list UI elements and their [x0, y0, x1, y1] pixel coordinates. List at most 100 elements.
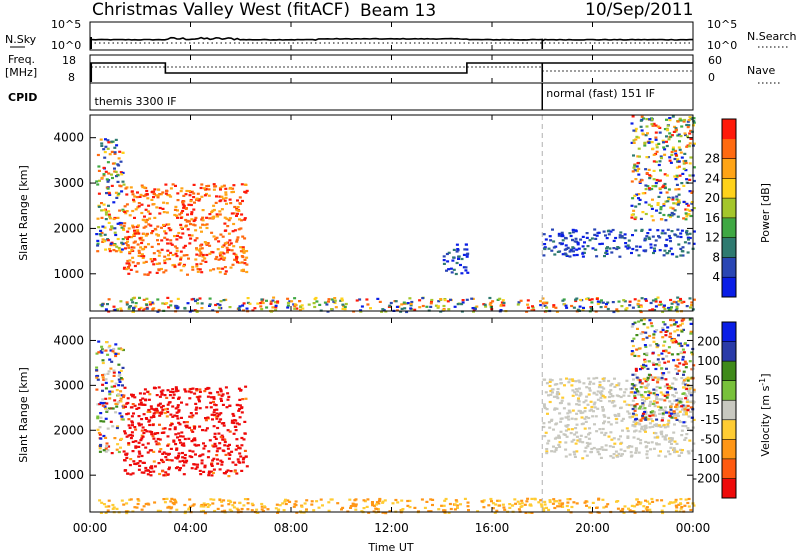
data-cell	[191, 504, 195, 507]
data-cell	[642, 366, 646, 369]
data-cell	[670, 353, 674, 356]
data-cell	[206, 503, 210, 506]
data-cell	[125, 413, 129, 416]
data-cell	[519, 299, 523, 302]
data-cell	[491, 502, 495, 505]
data-cell	[294, 304, 298, 307]
data-cell	[199, 505, 203, 508]
data-cell	[375, 507, 379, 511]
data-cell	[224, 386, 228, 389]
data-cell	[157, 262, 161, 265]
data-cell	[235, 438, 239, 441]
data-cell	[142, 247, 146, 251]
data-cell	[286, 304, 290, 307]
data-cell	[572, 438, 576, 441]
data-cell	[102, 434, 106, 438]
data-cell	[635, 414, 638, 417]
data-cell	[501, 503, 505, 506]
data-cell	[152, 263, 156, 266]
data-cell	[123, 210, 127, 213]
data-cell	[654, 160, 658, 163]
data-cell	[447, 268, 451, 271]
data-cell	[185, 189, 189, 193]
data-cell	[655, 395, 659, 398]
data-cell	[190, 416, 194, 419]
data-cell	[115, 507, 119, 510]
data-cell	[638, 198, 642, 201]
data-cell	[207, 472, 211, 475]
data-cell	[462, 266, 466, 269]
data-cell	[106, 180, 110, 183]
data-cell	[669, 408, 673, 411]
data-cell	[662, 146, 666, 149]
data-cell	[132, 246, 136, 249]
data-cell	[545, 302, 548, 305]
data-cell	[578, 305, 582, 308]
data-cell	[673, 440, 677, 443]
data-cell	[502, 506, 506, 509]
data-cell	[211, 251, 215, 254]
data-cell	[666, 124, 670, 127]
data-cell	[446, 260, 450, 263]
data-cell	[144, 194, 148, 197]
data-cell	[174, 467, 178, 470]
data-cell	[648, 138, 652, 141]
data-cell	[641, 338, 645, 341]
data-cell	[680, 301, 684, 304]
data-cell	[201, 216, 205, 219]
data-cell	[193, 437, 197, 440]
data-cell	[145, 189, 149, 193]
data-cell	[650, 497, 654, 501]
data-cell	[99, 416, 103, 419]
data-cell	[221, 245, 225, 248]
data-cell	[637, 299, 641, 302]
data-cell	[609, 455, 613, 458]
data-cell	[446, 300, 450, 303]
data-cell	[215, 255, 219, 259]
colorbar-tick-label: 200	[697, 335, 720, 349]
data-cell	[210, 463, 213, 466]
data-cell	[682, 413, 686, 416]
data-cell	[95, 369, 99, 372]
data-cell	[667, 502, 671, 505]
data-cell	[684, 404, 688, 407]
data-cell	[670, 442, 673, 445]
data-cell	[616, 507, 620, 510]
data-cell	[692, 120, 696, 123]
colorbar-tick-label: 100	[697, 354, 720, 368]
data-cell	[656, 296, 660, 299]
data-cell	[202, 505, 206, 508]
data-cell	[152, 450, 156, 453]
data-cell	[199, 186, 203, 190]
data-cell	[152, 408, 156, 411]
data-cell	[220, 394, 224, 397]
data-cell	[235, 238, 239, 241]
data-cell	[231, 504, 235, 507]
data-cell	[112, 305, 116, 308]
data-cell	[638, 503, 642, 506]
data-cell	[661, 139, 665, 142]
data-cell	[132, 225, 135, 229]
data-cell	[367, 511, 371, 514]
data-cell	[116, 180, 120, 183]
data-cell	[165, 407, 169, 411]
data-cell	[669, 405, 673, 408]
data-cell	[456, 506, 459, 509]
data-cell	[232, 212, 236, 215]
data-cell	[168, 428, 172, 431]
data-cell	[218, 442, 222, 445]
data-cell	[204, 260, 208, 263]
data-cell	[640, 427, 644, 430]
data-cell	[612, 437, 616, 440]
data-cell	[239, 455, 243, 458]
data-cell	[659, 303, 663, 306]
data-cell	[117, 192, 121, 195]
data-cell	[662, 349, 666, 352]
data-cell	[533, 498, 537, 501]
data-cell	[639, 386, 643, 389]
data-cell	[633, 430, 636, 433]
data-cell	[175, 508, 179, 511]
data-cell	[118, 412, 122, 415]
data-cell	[389, 301, 393, 305]
